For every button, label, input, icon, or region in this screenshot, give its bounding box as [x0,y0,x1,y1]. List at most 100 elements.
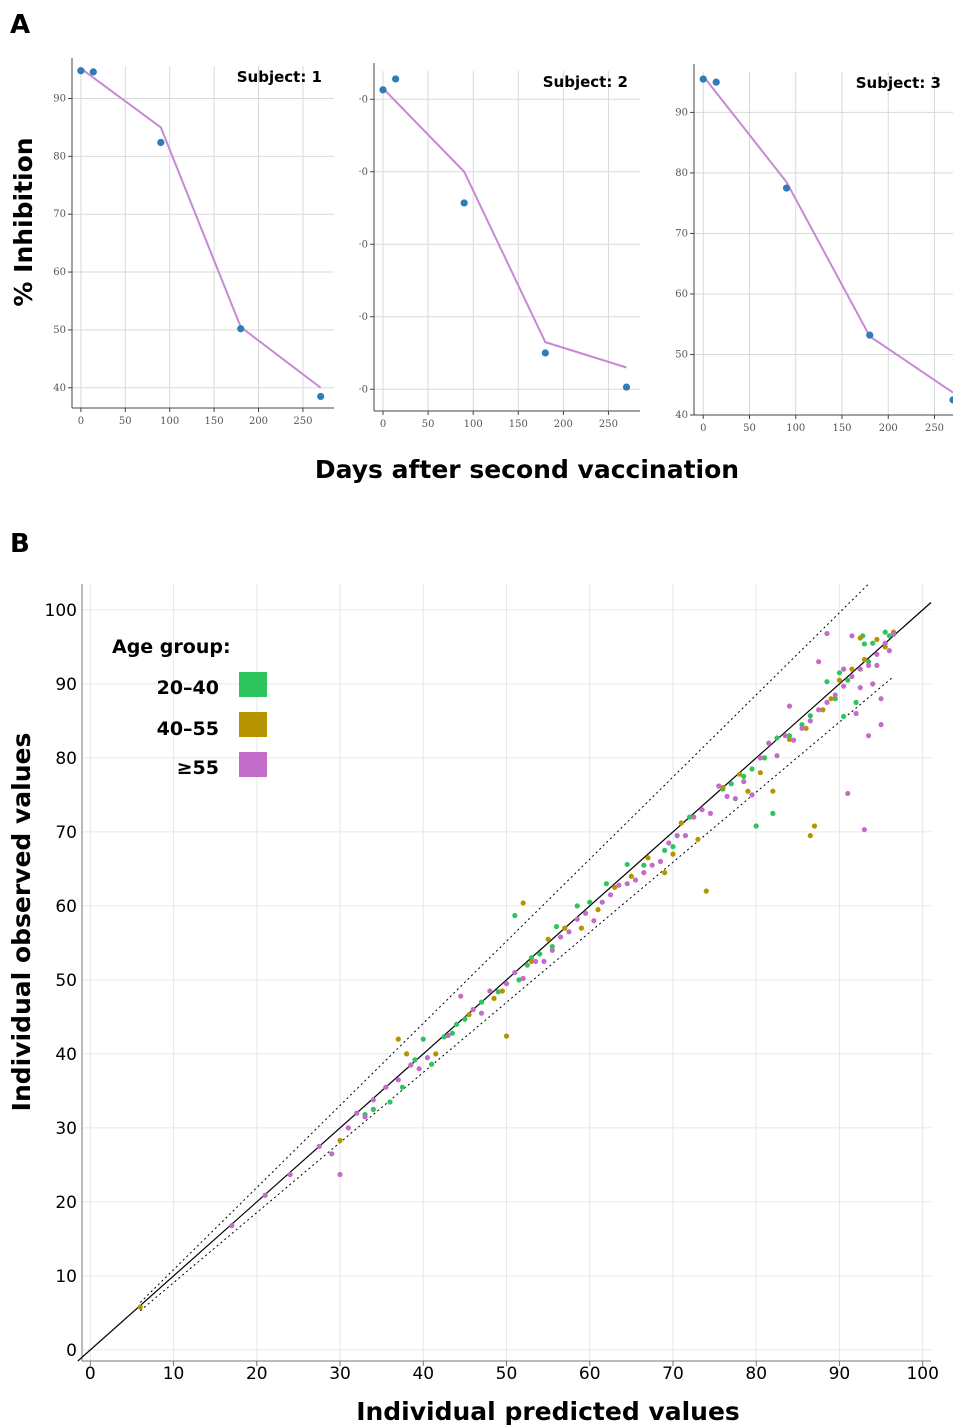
scatter-point [354,1110,360,1116]
scatter-point [770,788,776,794]
scatter-point [499,988,505,994]
scatter-point [841,713,847,720]
scatter-point [816,659,822,665]
panel-b-ylabel: Individual observed values [7,733,36,1112]
subject-1-panel: 0 50 100 150 200 250 40 50 60 70 80 90 Subject: 1 [53,58,334,427]
scatter-point [345,1125,351,1131]
scatter-point [674,833,680,839]
y-tick-label: ·0 [358,94,368,105]
scatter-point [441,1034,447,1040]
scatter-point [878,722,884,728]
scatter-point [786,736,793,743]
scatter-point [662,847,668,854]
scatter-point [404,1051,410,1057]
observed-point [317,392,325,401]
scatter-point [520,975,526,982]
observed-point [866,331,874,339]
scatter-point [807,718,813,724]
scatter-point [870,640,876,646]
scatter-point [516,977,522,983]
scatter-point [865,662,872,669]
y-tick-label: 0 [66,1341,77,1361]
scatter-point [545,936,551,942]
scatter-point [836,670,843,676]
scatter-point [591,918,597,924]
scatter-point [607,892,614,898]
scatter-point [657,858,664,865]
scatter-point [528,958,535,965]
scatter-point [316,1143,322,1149]
scatter-point [453,1021,460,1027]
scatter-point [849,666,855,672]
x-tick-label: 150 [205,416,224,427]
scatter-point [616,882,622,888]
y-tick-label: 80 [53,151,66,162]
scatter-panel: 0 10 20 30 40 50 60 70 80 90 100 0 10 20 30 40 50 60 70 80 9… [45,583,939,1384]
scatter-point [757,770,763,776]
scatter-point [853,699,859,706]
x-tick-label: 90 [829,1364,851,1384]
scatter-point [528,955,535,961]
y-tick-label: 20 [55,1193,77,1213]
scatter-point [849,673,855,680]
scatter-point [832,696,838,702]
y-tick-label: 30 [55,1119,77,1139]
scatter-point [807,833,813,839]
scatter-point [882,640,888,646]
scatter-point [383,1084,389,1090]
scatter-point [749,792,755,798]
subject-title: Subject: 2 [543,73,628,91]
x-tick-label: 150 [509,419,528,430]
x-tick-label: 40 [412,1364,434,1384]
fit-line [80,67,322,389]
scatter-point [878,696,884,702]
x-tick-label: 200 [879,423,898,434]
scatter-point [707,810,714,817]
y-tick-label: 70 [55,823,77,843]
scatter-point [803,725,809,731]
scatter-point [662,870,668,876]
scatter-point [558,934,564,940]
scatter-point [782,733,788,739]
y-tick-label: 70 [675,228,688,239]
scatter-point [890,631,897,637]
scatter-point [766,740,772,746]
scatter-point [495,989,501,995]
scatter-point [824,699,830,706]
scatter-point [824,630,830,637]
scatter-point [520,900,526,906]
observed-point [699,75,707,83]
scatter-point [741,773,747,780]
scatter-point [853,710,859,717]
scatter-point [761,755,768,761]
scatter-point [370,1106,376,1112]
x-tick-label: 70 [662,1364,684,1384]
scatter-point [816,707,822,713]
y-tick-label: 50 [53,325,66,336]
x-tick-label: 100 [464,419,483,430]
scatter-point [670,844,676,850]
legend-label-40-55: 40–55 [157,718,219,740]
series-≥55 [229,630,897,1229]
x-tick-label: 50 [422,419,435,430]
x-tick-label: 50 [496,1364,518,1384]
scatter-point [537,951,543,957]
scatter-point [649,862,655,868]
observed-point [157,138,165,147]
legend-label-20-40: 20–40 [157,677,219,699]
scatter-point [478,1010,485,1016]
scatter-point [603,881,609,887]
scatter-point [445,1032,451,1038]
observed-point [622,383,631,391]
x-tick-label: 200 [249,416,268,427]
scatter-point [541,958,547,965]
x-tick-label: 60 [579,1364,601,1384]
scatter-point [687,814,693,820]
observed-point [460,199,468,207]
scatter-point [337,1171,343,1178]
scatter-point [574,916,580,922]
scatter-point [599,899,605,905]
scatter-point [428,1061,435,1067]
scatter-point [462,1016,468,1022]
y-tick-label: ·0 [358,167,368,178]
